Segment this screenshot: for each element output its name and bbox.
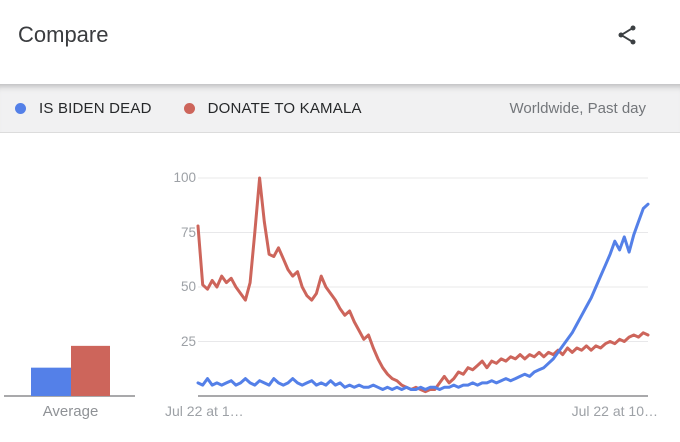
share-icon <box>615 23 639 47</box>
legend-dot-red <box>183 102 195 114</box>
legend-label-term-1: IS BIDEN DEAD <box>39 99 152 117</box>
x-axis-label-start: Jul 22 at 1… <box>165 403 244 419</box>
legend-bar: IS BIDEN DEAD DONATE TO KAMALA Worldwide… <box>0 84 680 133</box>
y-axis-tick-label: 50 <box>180 279 196 294</box>
legend-dot-blue <box>15 102 26 114</box>
trend-line <box>196 176 650 394</box>
legend-item-term-1[interactable]: IS BIDEN DEAD <box>15 100 152 117</box>
y-axis-tick-label: 100 <box>173 170 196 185</box>
legend-label-term-2: DONATE TO KAMALA <box>207 99 362 117</box>
header: Compare <box>0 0 680 84</box>
trend-chart-svg[interactable] <box>0 133 680 442</box>
x-axis-label-end: Jul 22 at 10… <box>571 403 658 419</box>
y-axis-tick-label: 75 <box>180 224 196 240</box>
timeframe-label: Worldwide, Past day <box>509 99 646 117</box>
legend-item-term-2[interactable]: DONATE TO KAMALA <box>183 99 362 117</box>
page-title: Compare <box>18 22 109 47</box>
average-bar-1 <box>31 367 71 396</box>
chart-area: 100 75 50 25 Jul 22 at 1… Jul 22 at 10… Ave… <box>0 133 680 442</box>
share-button[interactable] <box>612 20 642 50</box>
trend-line <box>196 202 650 391</box>
y-axis-tick-label: 25 <box>180 333 196 349</box>
average-axis-label: Average <box>42 403 99 420</box>
average-bar-2 <box>71 345 110 396</box>
